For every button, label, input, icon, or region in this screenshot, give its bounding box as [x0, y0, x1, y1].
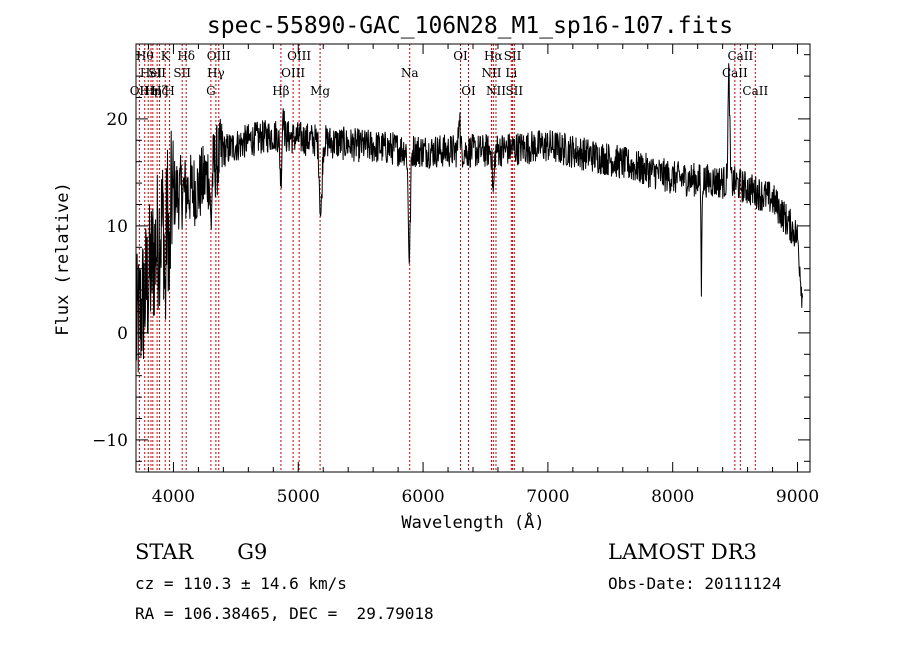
x-axis-ticks: 4000 5000 6000 7000 8000 9000: [147, 44, 819, 507]
line-label-9: Hδ: [177, 49, 195, 63]
line-label-26: SII: [505, 84, 523, 98]
line-label-11: G: [206, 84, 216, 98]
line-label-1: Hθ: [136, 49, 154, 63]
line-label-25: SII: [504, 49, 522, 63]
x-tick-label-0: 4000: [152, 487, 195, 507]
line-label-14: Hβ: [272, 84, 289, 98]
y-tick-label-3: 20: [106, 110, 128, 130]
line-label-28: CaII: [727, 49, 753, 63]
x-tick-label-1: 5000: [277, 487, 320, 507]
chart-title: spec-55890-GAC_106N28_M1_sp16-107.fits: [207, 13, 733, 39]
line-label-22: Hα: [484, 49, 503, 63]
line-label-2: Hη: [139, 84, 157, 98]
spectral-line-labels: OII Hθ Hη HeI Hη SII Hζ K H Hδ SII G Hγ OIII Hβ OIII OII…: [130, 49, 769, 98]
line-label-23: NII: [486, 84, 506, 98]
line-label-5: SII: [148, 66, 166, 80]
spectral-line-markers: [138, 44, 756, 472]
spectrum-line: [135, 63, 803, 373]
line-label-10: SII: [173, 66, 191, 80]
y-tick-label-1: 0: [117, 324, 128, 344]
line-label-20: OI: [461, 84, 476, 98]
line-label-0: OII: [130, 84, 150, 98]
x-tick-label-3: 7000: [526, 487, 569, 507]
plot-frame: [135, 43, 811, 473]
line-label-29: CaII: [742, 84, 768, 98]
object-class: STAR G9: [135, 540, 267, 564]
y-axis-ticks: −10 0 10 20: [92, 54, 810, 462]
line-label-4: Hη: [144, 84, 162, 98]
line-label-16: OIII: [287, 49, 311, 63]
line-label-7: K: [161, 49, 171, 63]
line-label-17: Mg: [310, 84, 330, 98]
line-label-8: H: [164, 84, 174, 98]
line-label-12: Hγ: [207, 66, 225, 80]
subclass-label: G9: [237, 540, 268, 564]
class-label: STAR: [135, 540, 194, 564]
x-tick-label-4: 8000: [651, 487, 694, 507]
line-label-19: OI: [453, 49, 468, 63]
coordinates: RA = 106.38465, DEC = 29.79018: [135, 604, 434, 623]
x-tick-label-5: 9000: [776, 487, 819, 507]
y-tick-label-2: 10: [106, 217, 128, 237]
redshift-readout: cz = 110.3 ± 14.6 km/s: [135, 574, 347, 593]
obs-date: Obs-Date: 20111124: [608, 574, 782, 593]
line-label-13: OIII: [207, 49, 231, 63]
line-label-18: Na: [401, 66, 419, 80]
line-label-21: NII: [481, 66, 501, 80]
y-axis-label: Flux (relative): [53, 182, 73, 336]
line-label-6: Hζ: [151, 84, 168, 98]
x-axis-label: Wavelength (Å): [401, 511, 544, 533]
line-label-27: CaII: [722, 66, 748, 80]
survey-label: LAMOST DR3: [608, 540, 757, 564]
y-tick-label-0: −10: [92, 431, 128, 451]
line-label-24: Li: [505, 66, 517, 80]
x-tick-label-2: 6000: [401, 487, 444, 507]
line-label-3: HeI: [140, 66, 163, 80]
line-label-15: OIII: [281, 66, 305, 80]
